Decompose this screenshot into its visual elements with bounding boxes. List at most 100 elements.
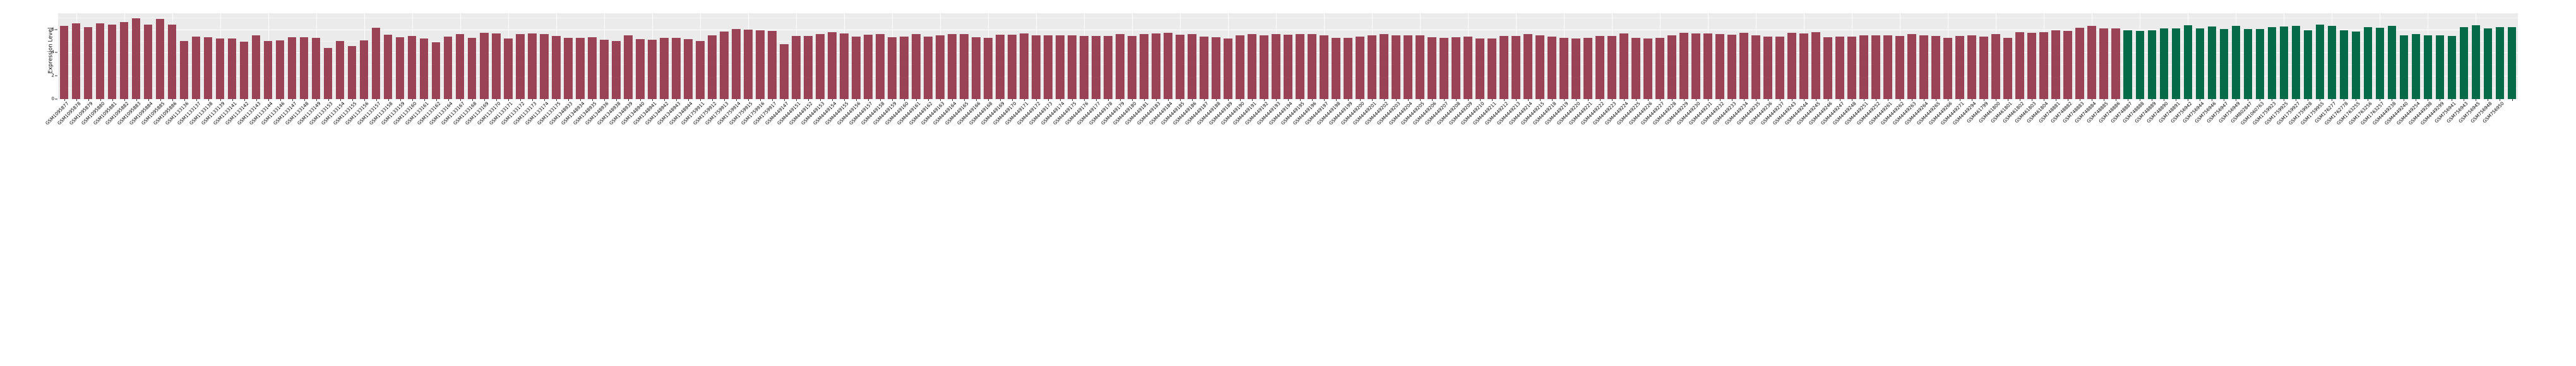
bar[interactable] bbox=[539, 34, 549, 99]
bar[interactable] bbox=[143, 24, 153, 99]
bar[interactable] bbox=[1907, 34, 1917, 99]
bar[interactable] bbox=[1380, 34, 1388, 99]
bar[interactable] bbox=[323, 47, 333, 99]
bar[interactable] bbox=[863, 34, 873, 99]
bar[interactable] bbox=[2219, 29, 2229, 99]
bar[interactable] bbox=[2315, 25, 2325, 99]
bar[interactable] bbox=[1919, 35, 1929, 99]
bar[interactable] bbox=[83, 27, 93, 99]
bar[interactable] bbox=[2327, 26, 2337, 99]
bar[interactable] bbox=[1260, 35, 1268, 99]
bar[interactable] bbox=[1044, 35, 1052, 99]
bar[interactable] bbox=[2291, 25, 2301, 99]
bar[interactable] bbox=[479, 33, 489, 99]
bar[interactable] bbox=[2015, 32, 2025, 99]
bar[interactable] bbox=[1787, 32, 1797, 99]
bar[interactable] bbox=[2231, 25, 2241, 99]
bar[interactable] bbox=[719, 32, 729, 99]
bar[interactable] bbox=[2159, 28, 2169, 99]
bar[interactable] bbox=[1751, 35, 1761, 99]
bar[interactable] bbox=[803, 36, 813, 99]
bar[interactable] bbox=[2099, 28, 2109, 99]
bar[interactable] bbox=[1547, 37, 1556, 99]
bar[interactable] bbox=[491, 33, 501, 99]
bar[interactable] bbox=[647, 39, 657, 99]
bar[interactable] bbox=[1619, 33, 1628, 99]
bar[interactable] bbox=[155, 18, 165, 99]
bar[interactable] bbox=[1200, 36, 1208, 99]
bar[interactable] bbox=[1032, 35, 1041, 99]
bar[interactable] bbox=[972, 37, 981, 99]
bar[interactable] bbox=[1116, 34, 1124, 99]
bar[interactable] bbox=[215, 38, 225, 99]
bar[interactable] bbox=[1739, 32, 1748, 99]
bar[interactable] bbox=[575, 37, 585, 99]
bar[interactable] bbox=[1991, 33, 2001, 99]
bar[interactable] bbox=[59, 26, 69, 99]
bar[interactable] bbox=[2135, 30, 2145, 99]
bar[interactable] bbox=[755, 30, 765, 99]
bar[interactable] bbox=[1595, 35, 1604, 99]
bar[interactable] bbox=[2363, 27, 2373, 99]
bar[interactable] bbox=[2483, 28, 2493, 99]
bar[interactable] bbox=[383, 35, 393, 99]
bar[interactable] bbox=[287, 37, 297, 99]
bar[interactable] bbox=[1020, 33, 1029, 99]
bar[interactable] bbox=[912, 33, 921, 99]
bar[interactable] bbox=[1416, 35, 1424, 99]
bar[interactable] bbox=[1512, 36, 1520, 99]
bar[interactable] bbox=[1667, 35, 1676, 99]
bar[interactable] bbox=[1883, 35, 1893, 99]
bar[interactable] bbox=[1248, 34, 1256, 99]
bar[interactable] bbox=[2039, 32, 2049, 99]
bar[interactable] bbox=[1008, 34, 1017, 99]
bar[interactable] bbox=[671, 37, 681, 99]
bar[interactable] bbox=[2147, 30, 2157, 99]
bar[interactable] bbox=[119, 21, 129, 99]
bar[interactable] bbox=[431, 42, 441, 99]
bar[interactable] bbox=[1859, 35, 1869, 99]
bar[interactable] bbox=[1428, 37, 1436, 99]
bar[interactable] bbox=[1284, 35, 1292, 99]
bar[interactable] bbox=[2255, 29, 2265, 99]
bar[interactable] bbox=[191, 37, 201, 99]
bar[interactable] bbox=[1823, 37, 1833, 99]
bar[interactable] bbox=[1643, 38, 1652, 99]
bar[interactable] bbox=[1703, 33, 1712, 99]
bar[interactable] bbox=[419, 38, 429, 99]
bar[interactable] bbox=[924, 36, 933, 99]
bar[interactable] bbox=[1535, 35, 1544, 99]
bar[interactable] bbox=[2351, 32, 2361, 99]
bar[interactable] bbox=[1464, 36, 1472, 99]
bar[interactable] bbox=[2447, 35, 2457, 99]
bar[interactable] bbox=[299, 37, 309, 99]
bar[interactable] bbox=[2051, 30, 2061, 99]
bar[interactable] bbox=[635, 39, 645, 99]
bar[interactable] bbox=[815, 34, 825, 99]
bar[interactable] bbox=[467, 38, 477, 99]
bar[interactable] bbox=[2111, 28, 2121, 99]
bar[interactable] bbox=[1931, 36, 1941, 99]
bar[interactable] bbox=[2495, 27, 2505, 99]
bar[interactable] bbox=[1895, 36, 1905, 99]
bar[interactable] bbox=[1224, 38, 1232, 99]
bar[interactable] bbox=[1691, 33, 1700, 99]
bar[interactable] bbox=[1847, 36, 1857, 99]
bar[interactable] bbox=[2207, 26, 2217, 99]
bar[interactable] bbox=[1140, 33, 1148, 99]
bar[interactable] bbox=[996, 35, 1005, 99]
bar[interactable] bbox=[900, 37, 909, 99]
bar[interactable] bbox=[1404, 35, 1412, 99]
bar[interactable] bbox=[1763, 37, 1773, 99]
bar[interactable] bbox=[779, 44, 789, 99]
bar[interactable] bbox=[1811, 32, 1821, 99]
bar[interactable] bbox=[827, 32, 837, 99]
bar[interactable] bbox=[587, 37, 597, 99]
bar[interactable] bbox=[1500, 35, 1508, 99]
bar[interactable] bbox=[791, 36, 801, 99]
bar[interactable] bbox=[503, 38, 513, 99]
bar[interactable] bbox=[1152, 33, 1160, 99]
bar[interactable] bbox=[1679, 32, 1688, 99]
bar[interactable] bbox=[1356, 36, 1364, 99]
bar[interactable] bbox=[239, 42, 249, 99]
